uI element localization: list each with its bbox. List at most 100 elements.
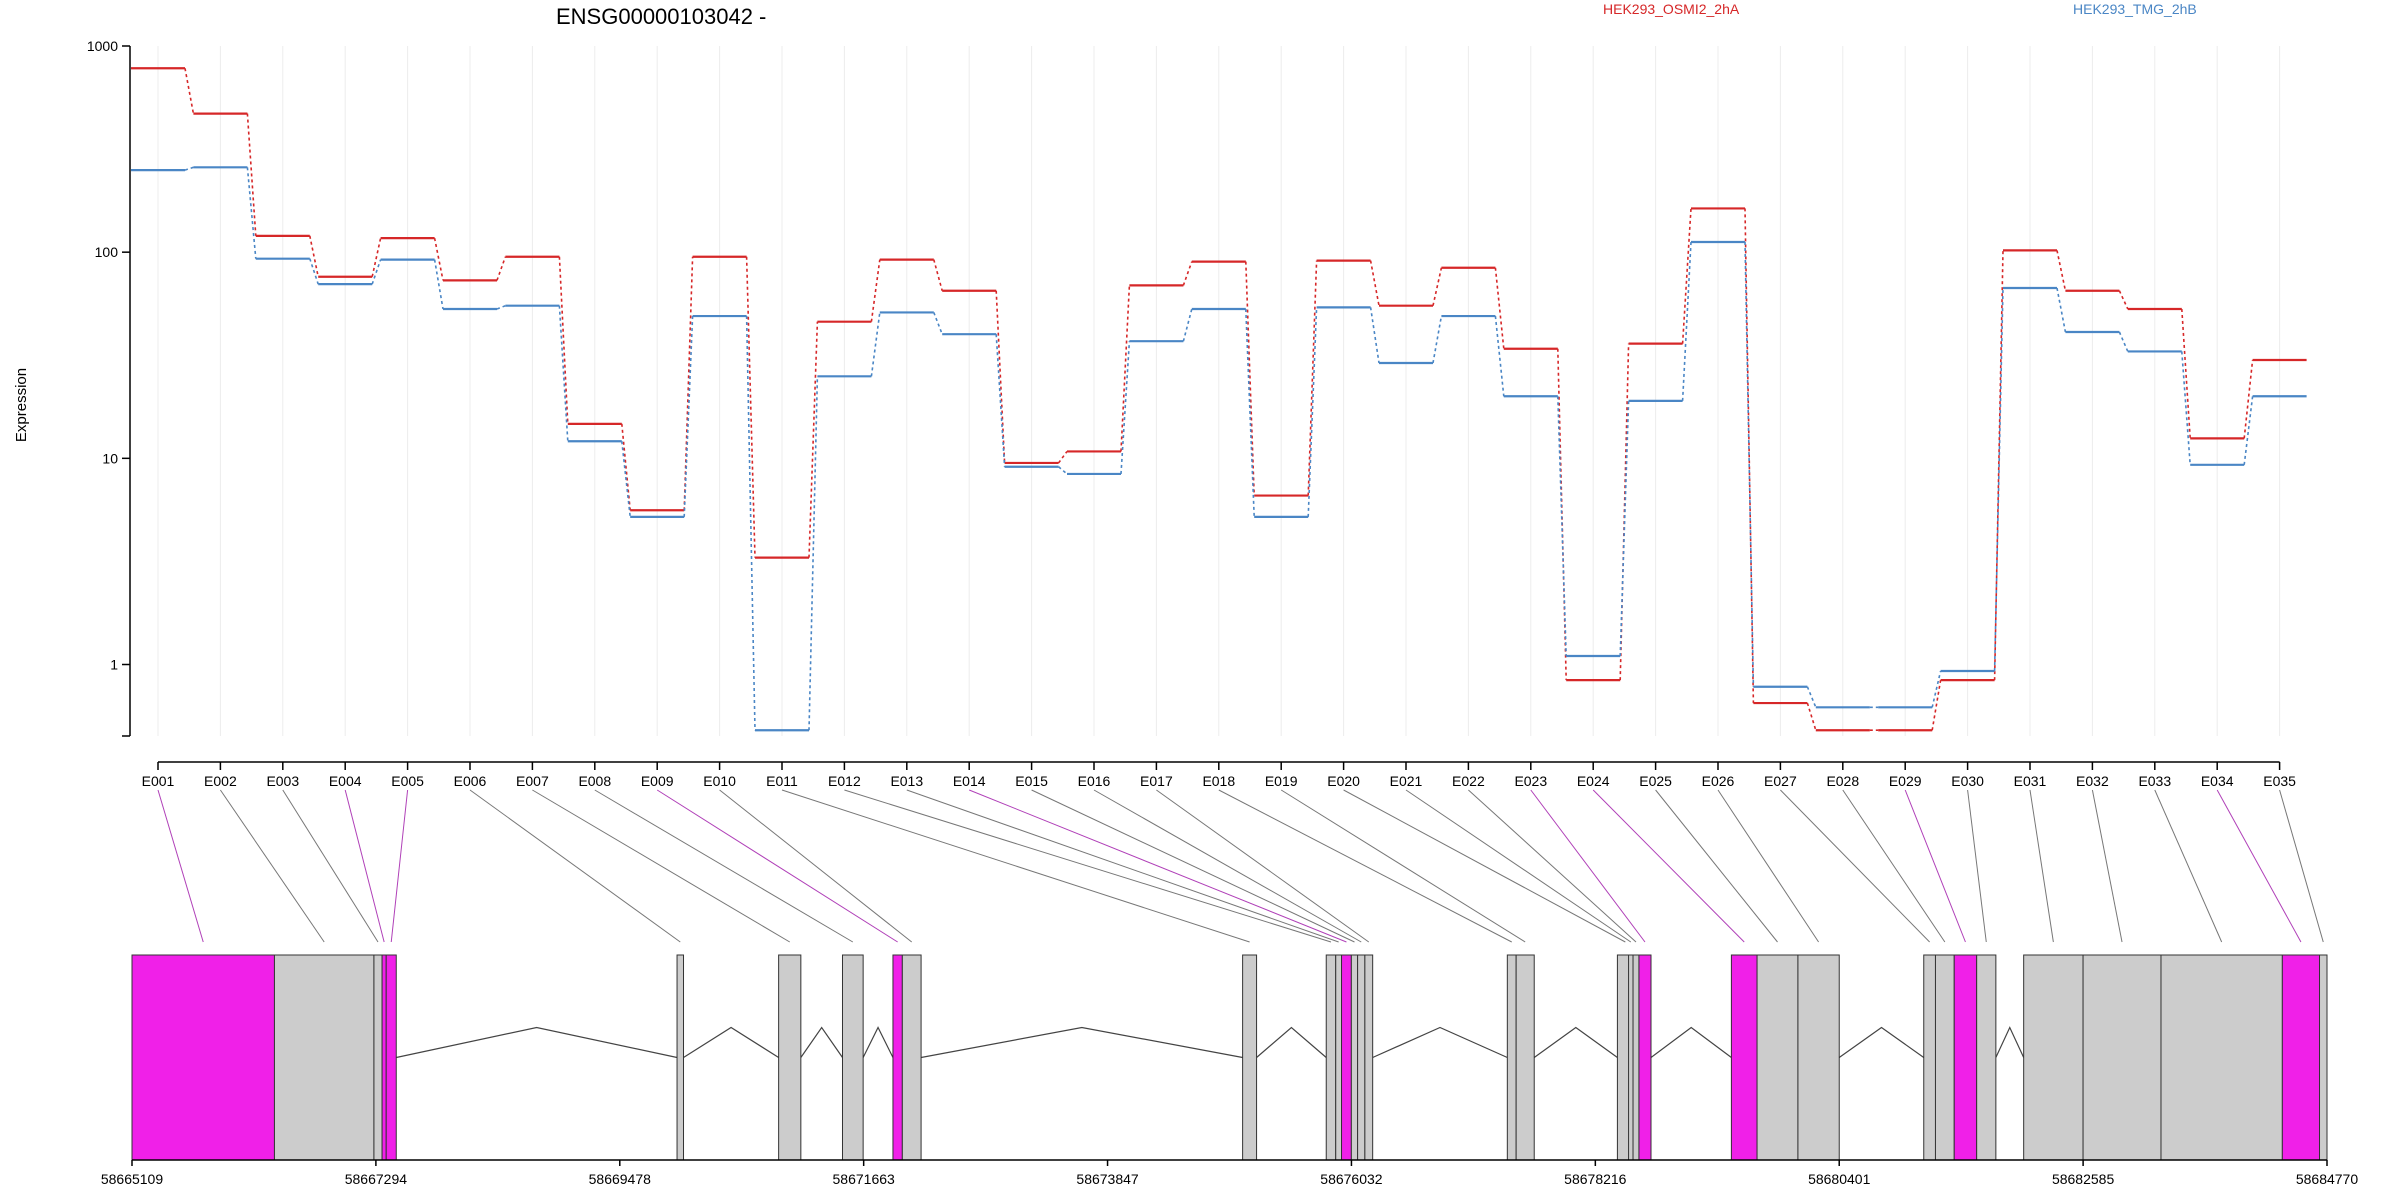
x-tick-label: E002 (204, 773, 237, 789)
x-tick-label: E016 (1078, 773, 1111, 789)
connector-line (157, 789, 204, 943)
coordinate-label: 58678216 (1564, 1171, 1627, 1187)
x-tick-label: E007 (516, 773, 549, 789)
exon-bin-E009 (892, 954, 903, 1161)
exon-bin-E026 (1797, 954, 1840, 1161)
expression-transition (995, 290, 1006, 463)
expression-transition (1681, 208, 1692, 344)
exon-bin-E031 (2023, 954, 2084, 1161)
connector-line (1093, 789, 1362, 943)
y-tick-label: 100 (95, 244, 119, 260)
intron-line (800, 1026, 843, 1058)
expression-transition (745, 256, 756, 558)
connector-line (844, 789, 1332, 943)
exon-bin-E014 (1341, 954, 1352, 1161)
x-tick-label: E026 (1702, 773, 1735, 789)
connector-line (344, 789, 385, 943)
expression-transition (309, 235, 319, 277)
exon-bin-E008 (841, 954, 864, 1161)
exon-bin-E006 (676, 954, 685, 1161)
x-tick-label: E020 (1327, 773, 1360, 789)
x-tick-label: E021 (1390, 773, 1423, 789)
expression-transition (2181, 308, 2191, 439)
genomic-coordinate-axis: 58665109 58667294 58669478 58671663 58673847… (101, 1159, 2359, 1187)
exon-bin-E030 (1976, 954, 1997, 1161)
x-tick-label: E009 (641, 773, 674, 789)
x-tick-label: E014 (953, 773, 986, 789)
exon-bin-E013 (1335, 954, 1343, 1161)
exon-bin-E024 (1730, 954, 1758, 1161)
exon-bin-E021 (1628, 954, 1634, 1161)
coordinate-label: 58671663 (833, 1171, 896, 1187)
x-tick-label: E034 (2201, 773, 2234, 789)
x-tick-label: E024 (1577, 773, 1610, 789)
x-tick-label: E018 (1202, 773, 1235, 789)
x-tick-label: E022 (1452, 773, 1485, 789)
expression-transition (1931, 670, 1942, 708)
x-axis: E001 E002 E003 E004 E005 E006 E007 E008 E009 E010… (142, 761, 2296, 789)
expression-transition (1120, 341, 1131, 474)
connector-line (1592, 789, 1745, 943)
x-tick-label: E006 (454, 773, 487, 789)
expression-transition (184, 166, 194, 171)
exon-bin-E034 (2281, 954, 2321, 1161)
expression-transition (558, 256, 569, 424)
exon-bin-E002 (273, 954, 375, 1161)
exon-bin-E001 (131, 954, 275, 1161)
x-tick-label: E003 (266, 773, 299, 789)
expression-transition (1432, 267, 1443, 306)
coordinate-label: 58669478 (589, 1171, 652, 1187)
expression-transition (1993, 288, 2004, 672)
x-tick-label: E027 (1764, 773, 1797, 789)
legend-series-2: HEK293_TMG_2hB (2073, 1, 2197, 17)
intron-line (1995, 1026, 2025, 1058)
x-tick-label: E025 (1639, 773, 1672, 789)
connector-line (1280, 789, 1526, 943)
coordinate-label: 58673847 (1076, 1171, 1139, 1187)
intron-line (1256, 1026, 1327, 1058)
connector-line (969, 789, 1347, 943)
connector-line (2029, 789, 2054, 943)
intron-line (1650, 1026, 1732, 1058)
exon-bin-E012 (1325, 954, 1337, 1161)
x-tick-label: E023 (1514, 773, 1547, 789)
legend-series-1: HEK293_OSMI2_2hA (1603, 1, 1740, 17)
expression-transition (1120, 285, 1131, 452)
exon-bin-E032 (2082, 954, 2162, 1161)
connector-line (1717, 789, 1819, 943)
expression-transition (433, 237, 444, 281)
x-tick-label: E028 (1826, 773, 1859, 789)
expression-transition (1307, 307, 1318, 517)
connector-line (2154, 789, 2223, 943)
expression-transition (1744, 208, 1755, 704)
intron-line (920, 1026, 1243, 1059)
exon-bin-E029 (1953, 954, 1978, 1161)
x-tick-label: E004 (329, 773, 362, 789)
expression-transition (933, 259, 943, 291)
coordinate-label: 58676032 (1320, 1171, 1383, 1187)
connector-line (906, 789, 1339, 943)
gene-model (131, 954, 2328, 1161)
exon-bin-E035 (2319, 954, 2328, 1161)
expression-transition (1245, 261, 1255, 496)
expression-transition (1057, 450, 1068, 464)
expression-transition (1619, 400, 1630, 656)
expression-transition (184, 68, 195, 114)
vertical-grid (157, 46, 2281, 736)
coordinate-label: 58684770 (2296, 1171, 2359, 1187)
connector-line (594, 789, 854, 943)
x-tick-label: E017 (1140, 773, 1173, 789)
expression-transition (1307, 260, 1318, 496)
exon-bin-E015 (1350, 954, 1359, 1161)
x-tick-label: E001 (142, 773, 175, 789)
x-tick-label: E013 (890, 773, 923, 789)
connector-line (390, 789, 409, 943)
expression-transition (621, 441, 631, 517)
expression-transition (933, 312, 943, 335)
expression-transition (1931, 679, 1942, 731)
coordinate-label: 58682585 (2052, 1171, 2115, 1187)
connector-line (781, 789, 1250, 943)
expression-transition (1058, 466, 1068, 475)
connector-line (1530, 789, 1646, 943)
